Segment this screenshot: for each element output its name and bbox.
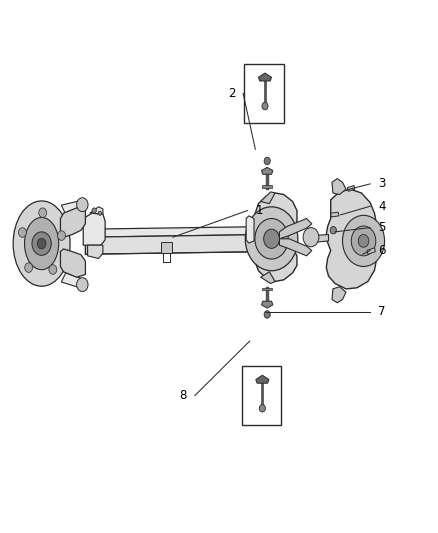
Polygon shape: [258, 73, 272, 81]
Polygon shape: [261, 301, 273, 308]
Polygon shape: [261, 192, 275, 204]
Circle shape: [255, 219, 288, 259]
Bar: [244, 64, 284, 123]
Circle shape: [262, 102, 268, 110]
Circle shape: [264, 157, 270, 165]
Polygon shape: [262, 185, 272, 188]
Circle shape: [57, 231, 65, 240]
Polygon shape: [60, 249, 85, 277]
Text: 3: 3: [378, 177, 385, 190]
Polygon shape: [262, 288, 272, 290]
Polygon shape: [261, 167, 273, 174]
Circle shape: [77, 278, 88, 292]
Circle shape: [98, 211, 102, 215]
Circle shape: [18, 228, 26, 237]
Circle shape: [77, 198, 88, 212]
Polygon shape: [256, 375, 269, 383]
Circle shape: [32, 232, 51, 255]
Circle shape: [351, 226, 376, 256]
Polygon shape: [61, 273, 85, 289]
Polygon shape: [313, 235, 328, 243]
Polygon shape: [60, 208, 85, 237]
Circle shape: [303, 228, 319, 247]
Circle shape: [358, 235, 369, 247]
Polygon shape: [161, 242, 172, 253]
Polygon shape: [85, 227, 269, 237]
Circle shape: [25, 263, 32, 272]
Polygon shape: [88, 245, 103, 259]
Circle shape: [245, 207, 298, 271]
Text: 1: 1: [255, 204, 263, 217]
Polygon shape: [246, 216, 254, 243]
Polygon shape: [90, 207, 103, 214]
Polygon shape: [61, 200, 85, 214]
Polygon shape: [255, 193, 297, 281]
Polygon shape: [332, 179, 346, 195]
Polygon shape: [83, 213, 105, 245]
Polygon shape: [326, 189, 377, 289]
Text: 7: 7: [378, 305, 385, 318]
Circle shape: [49, 265, 57, 274]
Text: 6: 6: [378, 244, 385, 257]
Polygon shape: [279, 239, 312, 256]
Ellipse shape: [13, 201, 70, 286]
Polygon shape: [279, 219, 312, 239]
Polygon shape: [261, 272, 275, 284]
Circle shape: [37, 238, 46, 249]
Circle shape: [264, 311, 270, 318]
Circle shape: [259, 405, 265, 412]
Circle shape: [330, 227, 336, 234]
Circle shape: [92, 208, 96, 213]
Polygon shape: [331, 212, 339, 217]
Text: 5: 5: [378, 221, 385, 234]
Text: 4: 4: [378, 200, 385, 213]
Polygon shape: [347, 185, 355, 191]
Bar: [242, 366, 281, 425]
Ellipse shape: [25, 217, 59, 270]
Circle shape: [343, 215, 385, 266]
Polygon shape: [85, 235, 269, 254]
Polygon shape: [367, 248, 375, 254]
Circle shape: [39, 208, 46, 217]
Circle shape: [264, 229, 279, 248]
Text: 8: 8: [180, 389, 187, 402]
Polygon shape: [332, 287, 346, 303]
Text: 2: 2: [228, 87, 235, 100]
